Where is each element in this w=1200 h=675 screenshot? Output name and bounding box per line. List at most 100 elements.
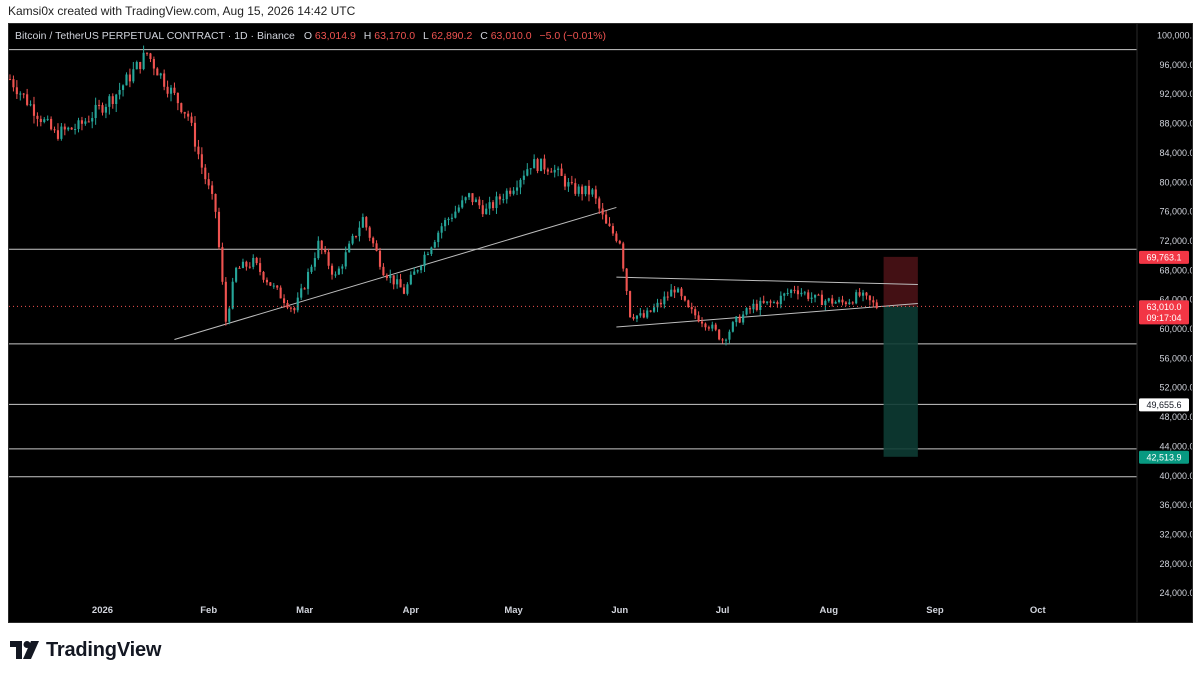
candle-body bbox=[543, 158, 546, 170]
candle bbox=[416, 269, 419, 274]
candle bbox=[60, 122, 63, 141]
candle-body bbox=[766, 301, 769, 303]
legend-high-value: 63,170.0 bbox=[374, 30, 415, 42]
candle bbox=[67, 126, 70, 132]
x-axis: 2026 Feb Mar Apr May Jun Jul Aug Sep Oct bbox=[92, 605, 1047, 616]
candle bbox=[56, 123, 60, 141]
price-chart[interactable]: 100,000.0 96,000.0 92,000.0 88,000.0 84,000.… bbox=[9, 24, 1192, 622]
candle bbox=[851, 301, 854, 305]
candle-body bbox=[74, 129, 77, 131]
candle bbox=[12, 75, 15, 92]
price-tag-label: 49,655.6 bbox=[1146, 400, 1181, 410]
tradingview-logo[interactable]: TradingView bbox=[10, 637, 161, 663]
candle-body bbox=[642, 313, 645, 318]
candle bbox=[735, 316, 738, 327]
candle-body bbox=[519, 179, 522, 188]
candle-body bbox=[594, 189, 597, 199]
candle bbox=[570, 175, 573, 185]
price-tag-bg bbox=[1139, 398, 1189, 412]
candle bbox=[238, 265, 241, 269]
candle-body bbox=[60, 126, 63, 139]
candle bbox=[423, 251, 426, 273]
chart-area[interactable]: 100,000.0 96,000.0 92,000.0 88,000.0 84,000.… bbox=[8, 23, 1193, 623]
candle-body bbox=[80, 120, 84, 124]
candle-body bbox=[711, 324, 714, 329]
candle-body bbox=[587, 185, 591, 195]
candle bbox=[80, 116, 84, 131]
candle bbox=[498, 193, 501, 205]
candle bbox=[228, 306, 231, 325]
candle bbox=[766, 301, 769, 305]
candle bbox=[169, 84, 173, 102]
candle bbox=[817, 293, 820, 296]
candle bbox=[546, 167, 549, 175]
candle bbox=[605, 210, 608, 224]
candle bbox=[844, 300, 847, 307]
candle bbox=[560, 163, 563, 177]
candle bbox=[286, 300, 289, 310]
candle bbox=[354, 235, 358, 239]
candle bbox=[36, 112, 39, 127]
candle bbox=[348, 240, 351, 253]
candle-body bbox=[63, 126, 66, 130]
candle bbox=[779, 291, 782, 309]
candle-body bbox=[560, 168, 563, 176]
candle-body bbox=[413, 271, 416, 275]
candle-body bbox=[283, 298, 286, 304]
candle-body bbox=[337, 268, 340, 275]
candle-body bbox=[135, 62, 138, 70]
candle-body bbox=[156, 68, 159, 76]
candle bbox=[221, 242, 224, 285]
candle bbox=[430, 246, 433, 257]
candle bbox=[433, 239, 436, 249]
candle bbox=[519, 178, 522, 195]
candle bbox=[406, 282, 409, 296]
candle-body bbox=[807, 292, 810, 299]
candle bbox=[557, 166, 560, 177]
candle-body bbox=[111, 96, 114, 104]
candle bbox=[77, 117, 80, 133]
candle bbox=[468, 192, 471, 200]
candle-body bbox=[344, 252, 347, 267]
candle-body bbox=[87, 121, 90, 123]
candle bbox=[690, 302, 693, 314]
y-axis-tick-label: 68,000.0 bbox=[1159, 265, 1192, 275]
candle bbox=[156, 67, 159, 76]
candle-body bbox=[433, 242, 436, 248]
candle bbox=[772, 300, 776, 304]
candle-body bbox=[313, 258, 316, 267]
candle bbox=[820, 290, 823, 306]
candle-body bbox=[238, 267, 241, 269]
candle bbox=[663, 291, 666, 309]
candle-body bbox=[533, 159, 536, 169]
candle bbox=[108, 94, 111, 115]
candle-body bbox=[738, 316, 741, 323]
candle-body bbox=[444, 220, 447, 227]
candle-body bbox=[115, 94, 118, 104]
candle-body bbox=[731, 322, 734, 332]
candle-body bbox=[183, 112, 186, 114]
candle bbox=[611, 223, 615, 236]
candle-body bbox=[334, 274, 337, 276]
candle bbox=[214, 193, 217, 219]
candle bbox=[700, 317, 704, 328]
candle bbox=[317, 236, 320, 260]
candle-body bbox=[574, 183, 577, 194]
candle bbox=[834, 300, 837, 304]
candle-body bbox=[293, 308, 296, 311]
candle bbox=[358, 221, 361, 242]
candle bbox=[183, 111, 186, 119]
candle bbox=[145, 52, 149, 56]
candle bbox=[135, 60, 138, 70]
candle bbox=[783, 292, 786, 301]
candle bbox=[121, 84, 125, 97]
candle bbox=[166, 80, 169, 98]
candle-body bbox=[461, 200, 464, 208]
candle-body bbox=[526, 169, 529, 176]
candle-body bbox=[255, 257, 258, 264]
candle-body bbox=[793, 289, 796, 291]
candle-body bbox=[622, 243, 625, 269]
candle bbox=[728, 329, 731, 344]
price-tags: 69,763.163,025.563,010.009:17:0449,655.6… bbox=[1139, 250, 1189, 464]
candle bbox=[800, 288, 803, 297]
